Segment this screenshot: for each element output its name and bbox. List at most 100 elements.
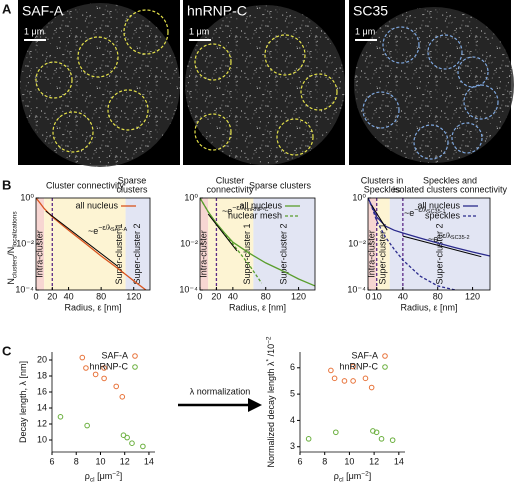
- annotation: Sparse: [118, 175, 147, 185]
- text-part: Decay length, λ [nm]: [18, 361, 28, 443]
- data-point: [350, 378, 356, 384]
- arrow-head: [248, 398, 262, 412]
- y-tick-label: 10⁰: [352, 192, 366, 202]
- series-line: [368, 198, 490, 257]
- image-label: SC35: [353, 3, 388, 19]
- region: [368, 198, 377, 290]
- annotation: Speckles: [364, 184, 401, 194]
- region: [44, 198, 126, 290]
- region-label: Super-cluster 2: [434, 223, 444, 284]
- y-tick-label: 10⁻²: [180, 238, 198, 248]
- data-point: [83, 365, 89, 371]
- data-point: [331, 375, 338, 382]
- text-part: SC35-2: [451, 235, 470, 241]
- y-tick-label: 10⁰: [20, 192, 34, 202]
- legend-label: hnRNP-C: [339, 361, 378, 371]
- y-tick-label: 10⁻⁴: [179, 284, 198, 294]
- legend-swatch: [132, 353, 138, 359]
- nucleus: [185, 5, 345, 165]
- region-label: Super-cluster 1: [242, 223, 252, 284]
- roi-circle: [123, 9, 169, 55]
- data-point: [341, 378, 348, 384]
- region-label: Intra-cluster: [198, 230, 208, 278]
- data-point: [350, 363, 356, 370]
- panel-label: C: [2, 343, 12, 358]
- nucleus: [20, 3, 180, 167]
- panel-label: A: [2, 1, 12, 16]
- series-line: [200, 198, 315, 287]
- legend-swatch: [382, 353, 388, 359]
- series-line: [368, 198, 456, 290]
- text-part: [μm: [344, 471, 362, 481]
- text-part: ]: [369, 471, 372, 481]
- annotation: Cluster: [216, 175, 245, 185]
- x-tick-label: 8: [322, 456, 327, 466]
- text-part: −2: [265, 336, 272, 344]
- legend-label: SAF-A: [101, 350, 128, 360]
- data-point: [79, 354, 86, 361]
- image-label: SAF-A: [22, 3, 64, 19]
- annotation: Speckles and: [423, 175, 477, 185]
- region-label: Super-cluster 1: [114, 223, 124, 284]
- legend-swatch: [132, 364, 138, 370]
- x-axis-label: Radius, ε [nm]: [64, 302, 121, 312]
- x-tick-label: 12: [120, 456, 130, 466]
- legend-label: speckles: [425, 210, 461, 220]
- data-point: [84, 422, 90, 429]
- x-tick-label: 20: [47, 291, 57, 301]
- legend-label: nuclear mesh: [228, 210, 282, 220]
- annotation: Clusters in: [361, 175, 404, 185]
- region-label: Super-cluster 2: [132, 223, 142, 284]
- x-tick-label: 8: [74, 456, 79, 466]
- roi-circle: [382, 26, 420, 64]
- region: [208, 198, 254, 290]
- x-tick-label: 40: [64, 291, 74, 301]
- roi-circle: [194, 43, 232, 81]
- annotation: isolated clusters connectivity: [393, 184, 508, 194]
- y-tick-label: 14: [37, 402, 47, 412]
- y-tick-label: 16: [37, 386, 47, 396]
- roi-circle: [276, 118, 314, 156]
- x-tick-label: 40: [228, 291, 238, 301]
- arrow-label: λ normalization: [190, 386, 251, 396]
- x-tick-label: 10: [95, 456, 105, 466]
- legend-label: all nucleus: [239, 200, 282, 210]
- y-tick-label: 3: [290, 441, 295, 451]
- region: [36, 198, 45, 290]
- roi-circle: [107, 89, 149, 131]
- region: [125, 198, 150, 290]
- x-tick-label: 6: [297, 456, 302, 466]
- text-part: ~e: [222, 206, 232, 216]
- y-tick-label: 12: [37, 418, 47, 428]
- series-line: [200, 198, 263, 284]
- x-tick-label: 40: [398, 291, 408, 301]
- y-tick-label: 10⁰: [184, 192, 198, 202]
- data-point: [378, 436, 385, 442]
- text-part: ~e: [404, 208, 414, 218]
- region: [200, 198, 209, 290]
- roi-circle: [194, 113, 232, 151]
- text-part: [μm: [95, 471, 113, 481]
- x-tick-label: 20: [211, 291, 221, 301]
- data-point: [305, 436, 312, 442]
- series-line: [36, 198, 147, 290]
- x-tick-label: 0: [365, 291, 370, 301]
- plot-area: [36, 198, 147, 290]
- data-point: [140, 443, 146, 450]
- series-line: [371, 204, 388, 231]
- text-part: SAF-A: [111, 227, 128, 233]
- text-part: SC35-1: [427, 209, 446, 215]
- data-point: [368, 384, 375, 391]
- y-tick-label: 4: [290, 415, 295, 425]
- fit-label: ~e−ε/λSAF-A: [88, 225, 127, 237]
- region-label: Intra-cluster: [34, 230, 44, 278]
- y-tick-label: 6: [290, 362, 295, 372]
- legend-label: all nucleus: [75, 200, 118, 210]
- series-line: [207, 213, 238, 252]
- annotation: connectivity: [206, 184, 254, 194]
- y-tick-label: 20: [37, 354, 47, 364]
- region-label: Super-cluster 1: [378, 223, 388, 284]
- plot-area: [368, 198, 490, 290]
- x-tick-label: 80: [261, 291, 271, 301]
- x-tick-label: 120: [126, 291, 141, 301]
